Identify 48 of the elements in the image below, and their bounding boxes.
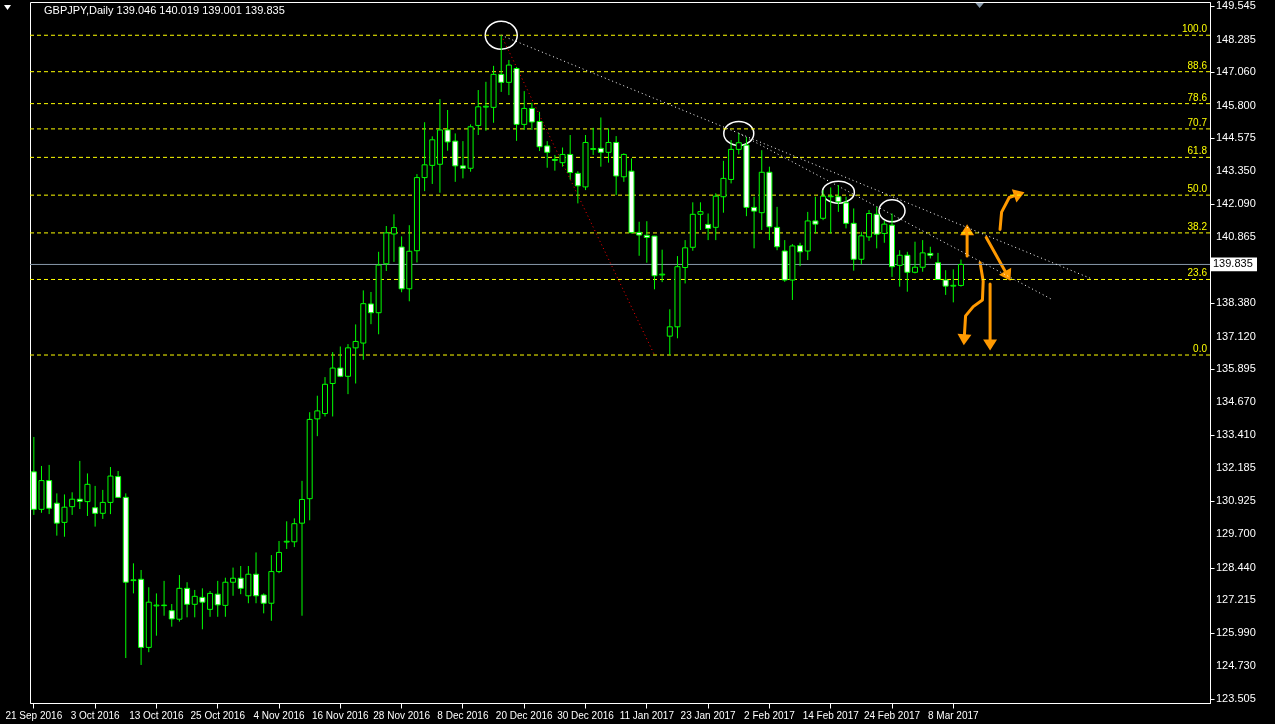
y-tick-label: 148.285 bbox=[1216, 32, 1256, 45]
x-tick-label: 2 Feb 2017 bbox=[744, 709, 796, 721]
y-tick-label: 124.730 bbox=[1216, 659, 1256, 672]
y-tick-label: 138.380 bbox=[1216, 296, 1256, 309]
x-tick-label: 4 Nov 2016 bbox=[253, 709, 306, 721]
annotation: 70.7 bbox=[1187, 116, 1208, 128]
y-tick-label: 128.440 bbox=[1216, 560, 1256, 573]
y-tick-label: 133.410 bbox=[1216, 428, 1256, 441]
x-tick-label: 23 Jan 2017 bbox=[680, 709, 737, 721]
x-tick-label: 21 Sep 2016 bbox=[5, 709, 63, 721]
annotation: 0.0 bbox=[1193, 343, 1208, 355]
y-tick-label: 145.800 bbox=[1216, 98, 1256, 111]
chart-title: GBPJPY,Daily 139.046 140.019 139.001 139.835 bbox=[44, 4, 285, 16]
y-tick-label: 123.505 bbox=[1216, 691, 1256, 704]
x-tick-label: 24 Feb 2017 bbox=[863, 709, 921, 721]
annotation: 38.2 bbox=[1187, 220, 1208, 232]
y-tick-label: 143.350 bbox=[1216, 163, 1256, 176]
y-tick-label: 129.700 bbox=[1216, 527, 1256, 540]
annotation: 100.0 bbox=[1181, 23, 1208, 35]
x-tick-label: 25 Oct 2016 bbox=[190, 709, 246, 721]
y-tick-label: 140.865 bbox=[1216, 230, 1256, 243]
x-tick-label: 20 Dec 2016 bbox=[495, 709, 554, 721]
y-tick-label: 135.895 bbox=[1216, 362, 1256, 375]
x-tick-label: 3 Oct 2016 bbox=[70, 709, 121, 721]
annotation: 78.6 bbox=[1187, 91, 1208, 103]
y-tick-label: 137.120 bbox=[1216, 329, 1256, 342]
x-tick-label: 8 Dec 2016 bbox=[437, 709, 489, 721]
annotation: 50.0 bbox=[1187, 183, 1208, 195]
x-tick-label: 28 Nov 2016 bbox=[373, 709, 431, 721]
y-tick-label: 125.990 bbox=[1216, 625, 1256, 638]
y-tick-label: 147.060 bbox=[1216, 65, 1256, 78]
ref-line-label: 139.835 bbox=[1213, 257, 1253, 270]
y-tick-label: 130.925 bbox=[1216, 494, 1256, 507]
y-tick-label: 142.090 bbox=[1216, 197, 1256, 210]
x-tick-label: 16 Nov 2016 bbox=[311, 709, 370, 721]
annotation: 88.6 bbox=[1187, 59, 1208, 71]
y-tick-label: 149.545 bbox=[1216, 0, 1256, 12]
x-tick-label: 11 Jan 2017 bbox=[619, 709, 675, 721]
annotation: 23.6 bbox=[1187, 267, 1208, 279]
annotation: 61.8 bbox=[1187, 145, 1208, 157]
x-tick-label: 30 Dec 2016 bbox=[557, 709, 615, 721]
y-tick-label: 144.575 bbox=[1216, 131, 1256, 144]
x-tick-label: 14 Feb 2017 bbox=[802, 709, 860, 721]
x-tick-label: 13 Oct 2016 bbox=[129, 709, 185, 721]
y-tick-label: 134.670 bbox=[1216, 394, 1256, 407]
x-tick-label: 8 Mar 2017 bbox=[928, 709, 980, 721]
y-tick-label: 127.215 bbox=[1216, 593, 1256, 606]
y-tick-label: 132.185 bbox=[1216, 460, 1256, 473]
